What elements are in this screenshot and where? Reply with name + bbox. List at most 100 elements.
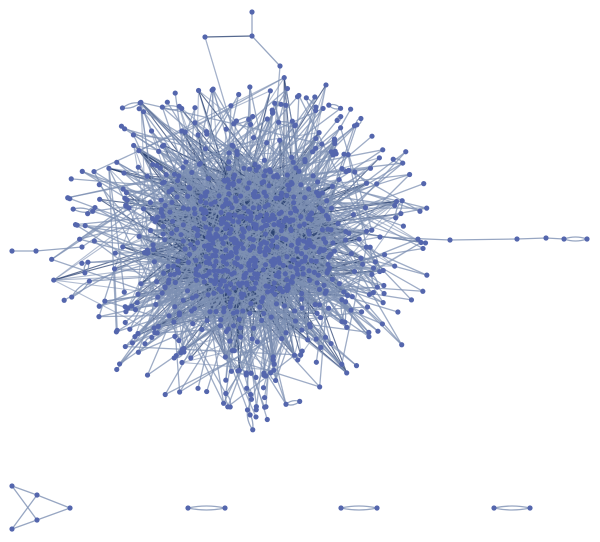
graph-node — [180, 297, 186, 303]
graph-node — [244, 385, 250, 391]
graph-node — [275, 119, 282, 125]
graph-node — [317, 384, 323, 390]
graph-node — [174, 266, 181, 273]
graph-node — [222, 225, 229, 232]
graph-node — [253, 280, 259, 286]
graph-node — [278, 228, 284, 234]
graph-node — [162, 284, 168, 291]
graph-node — [169, 230, 175, 236]
graph-node — [185, 193, 191, 199]
graph-node — [208, 201, 214, 207]
graph-node — [211, 263, 217, 269]
graph-node — [294, 261, 300, 267]
graph-node — [213, 276, 219, 283]
graph-node — [86, 278, 92, 284]
graph-node — [227, 281, 234, 287]
graph-node — [267, 216, 274, 222]
graph-node — [228, 103, 234, 109]
graph-edge — [227, 354, 295, 408]
graph-node — [195, 132, 201, 138]
graph-node — [364, 304, 371, 310]
graph-node — [333, 151, 339, 157]
graph-edge — [300, 184, 412, 301]
graph-node — [247, 84, 253, 90]
graph-node — [263, 373, 269, 379]
graph-node — [173, 227, 180, 233]
graph-node — [176, 310, 183, 316]
graph-edge — [116, 288, 251, 333]
graph-node — [380, 300, 386, 306]
graph-node — [343, 168, 349, 175]
graph-node — [399, 198, 405, 204]
graph-edge — [449, 238, 518, 241]
graph-node — [241, 291, 247, 298]
graph-node — [249, 33, 255, 39]
graph-node — [79, 168, 85, 174]
graph-node — [309, 149, 316, 155]
graph-node — [140, 206, 147, 212]
graph-node — [252, 189, 258, 195]
graph-node — [179, 105, 185, 112]
graph-node — [249, 336, 255, 342]
graph-node — [241, 229, 247, 235]
graph-edge-pair — [187, 505, 226, 511]
graph-node — [231, 348, 237, 354]
graph-edge — [162, 151, 313, 217]
graph-node — [243, 372, 249, 378]
graph-node — [167, 272, 173, 278]
graph-node — [180, 238, 186, 244]
graph-node — [235, 219, 242, 225]
graph-node — [167, 209, 173, 215]
graph-node — [354, 122, 360, 128]
graph-node — [277, 63, 283, 69]
graph-node — [170, 218, 176, 224]
graph-node — [135, 330, 141, 337]
graph-node — [289, 154, 295, 160]
graph-node — [338, 113, 344, 120]
graph-node — [395, 309, 401, 315]
graph-node — [129, 340, 135, 346]
graph-edge — [294, 208, 332, 344]
graph-node — [299, 290, 305, 297]
graph-node — [223, 328, 230, 335]
graph-node — [305, 337, 311, 343]
graph-node — [224, 287, 230, 294]
graph-node — [233, 198, 239, 204]
graph-node — [262, 404, 268, 410]
graph-node — [339, 361, 345, 367]
graph-node — [85, 259, 91, 265]
graph-edge — [81, 118, 268, 248]
graph-node — [584, 236, 590, 242]
graph-node — [421, 181, 427, 187]
graph-node — [79, 244, 85, 250]
graph-edge — [104, 300, 175, 323]
graph-node — [51, 277, 57, 283]
graph-node — [514, 236, 520, 242]
graph-node — [379, 321, 386, 327]
graph-node — [317, 314, 324, 321]
graph-node — [329, 183, 336, 190]
graph-edge — [227, 282, 275, 408]
graph-node — [299, 327, 305, 333]
graph-node — [136, 148, 142, 154]
graph-node — [160, 213, 166, 219]
graph-node — [325, 267, 331, 273]
graph-node — [160, 231, 166, 237]
graph-edge — [167, 107, 324, 284]
graph-node — [49, 256, 55, 262]
graph-node — [262, 262, 269, 268]
graph-edge — [379, 236, 451, 241]
graph-node — [283, 401, 289, 407]
graph-node — [203, 224, 209, 230]
graph-node — [239, 280, 245, 286]
graph-node — [272, 100, 278, 106]
graph-node — [298, 182, 304, 188]
graph-node — [262, 231, 269, 237]
graph-node — [240, 308, 246, 314]
graph-node — [249, 275, 255, 281]
graph-node — [114, 366, 120, 373]
graph-node — [345, 152, 351, 158]
graph-node — [144, 173, 150, 179]
graph-node — [164, 99, 170, 105]
graph-node — [269, 110, 276, 116]
